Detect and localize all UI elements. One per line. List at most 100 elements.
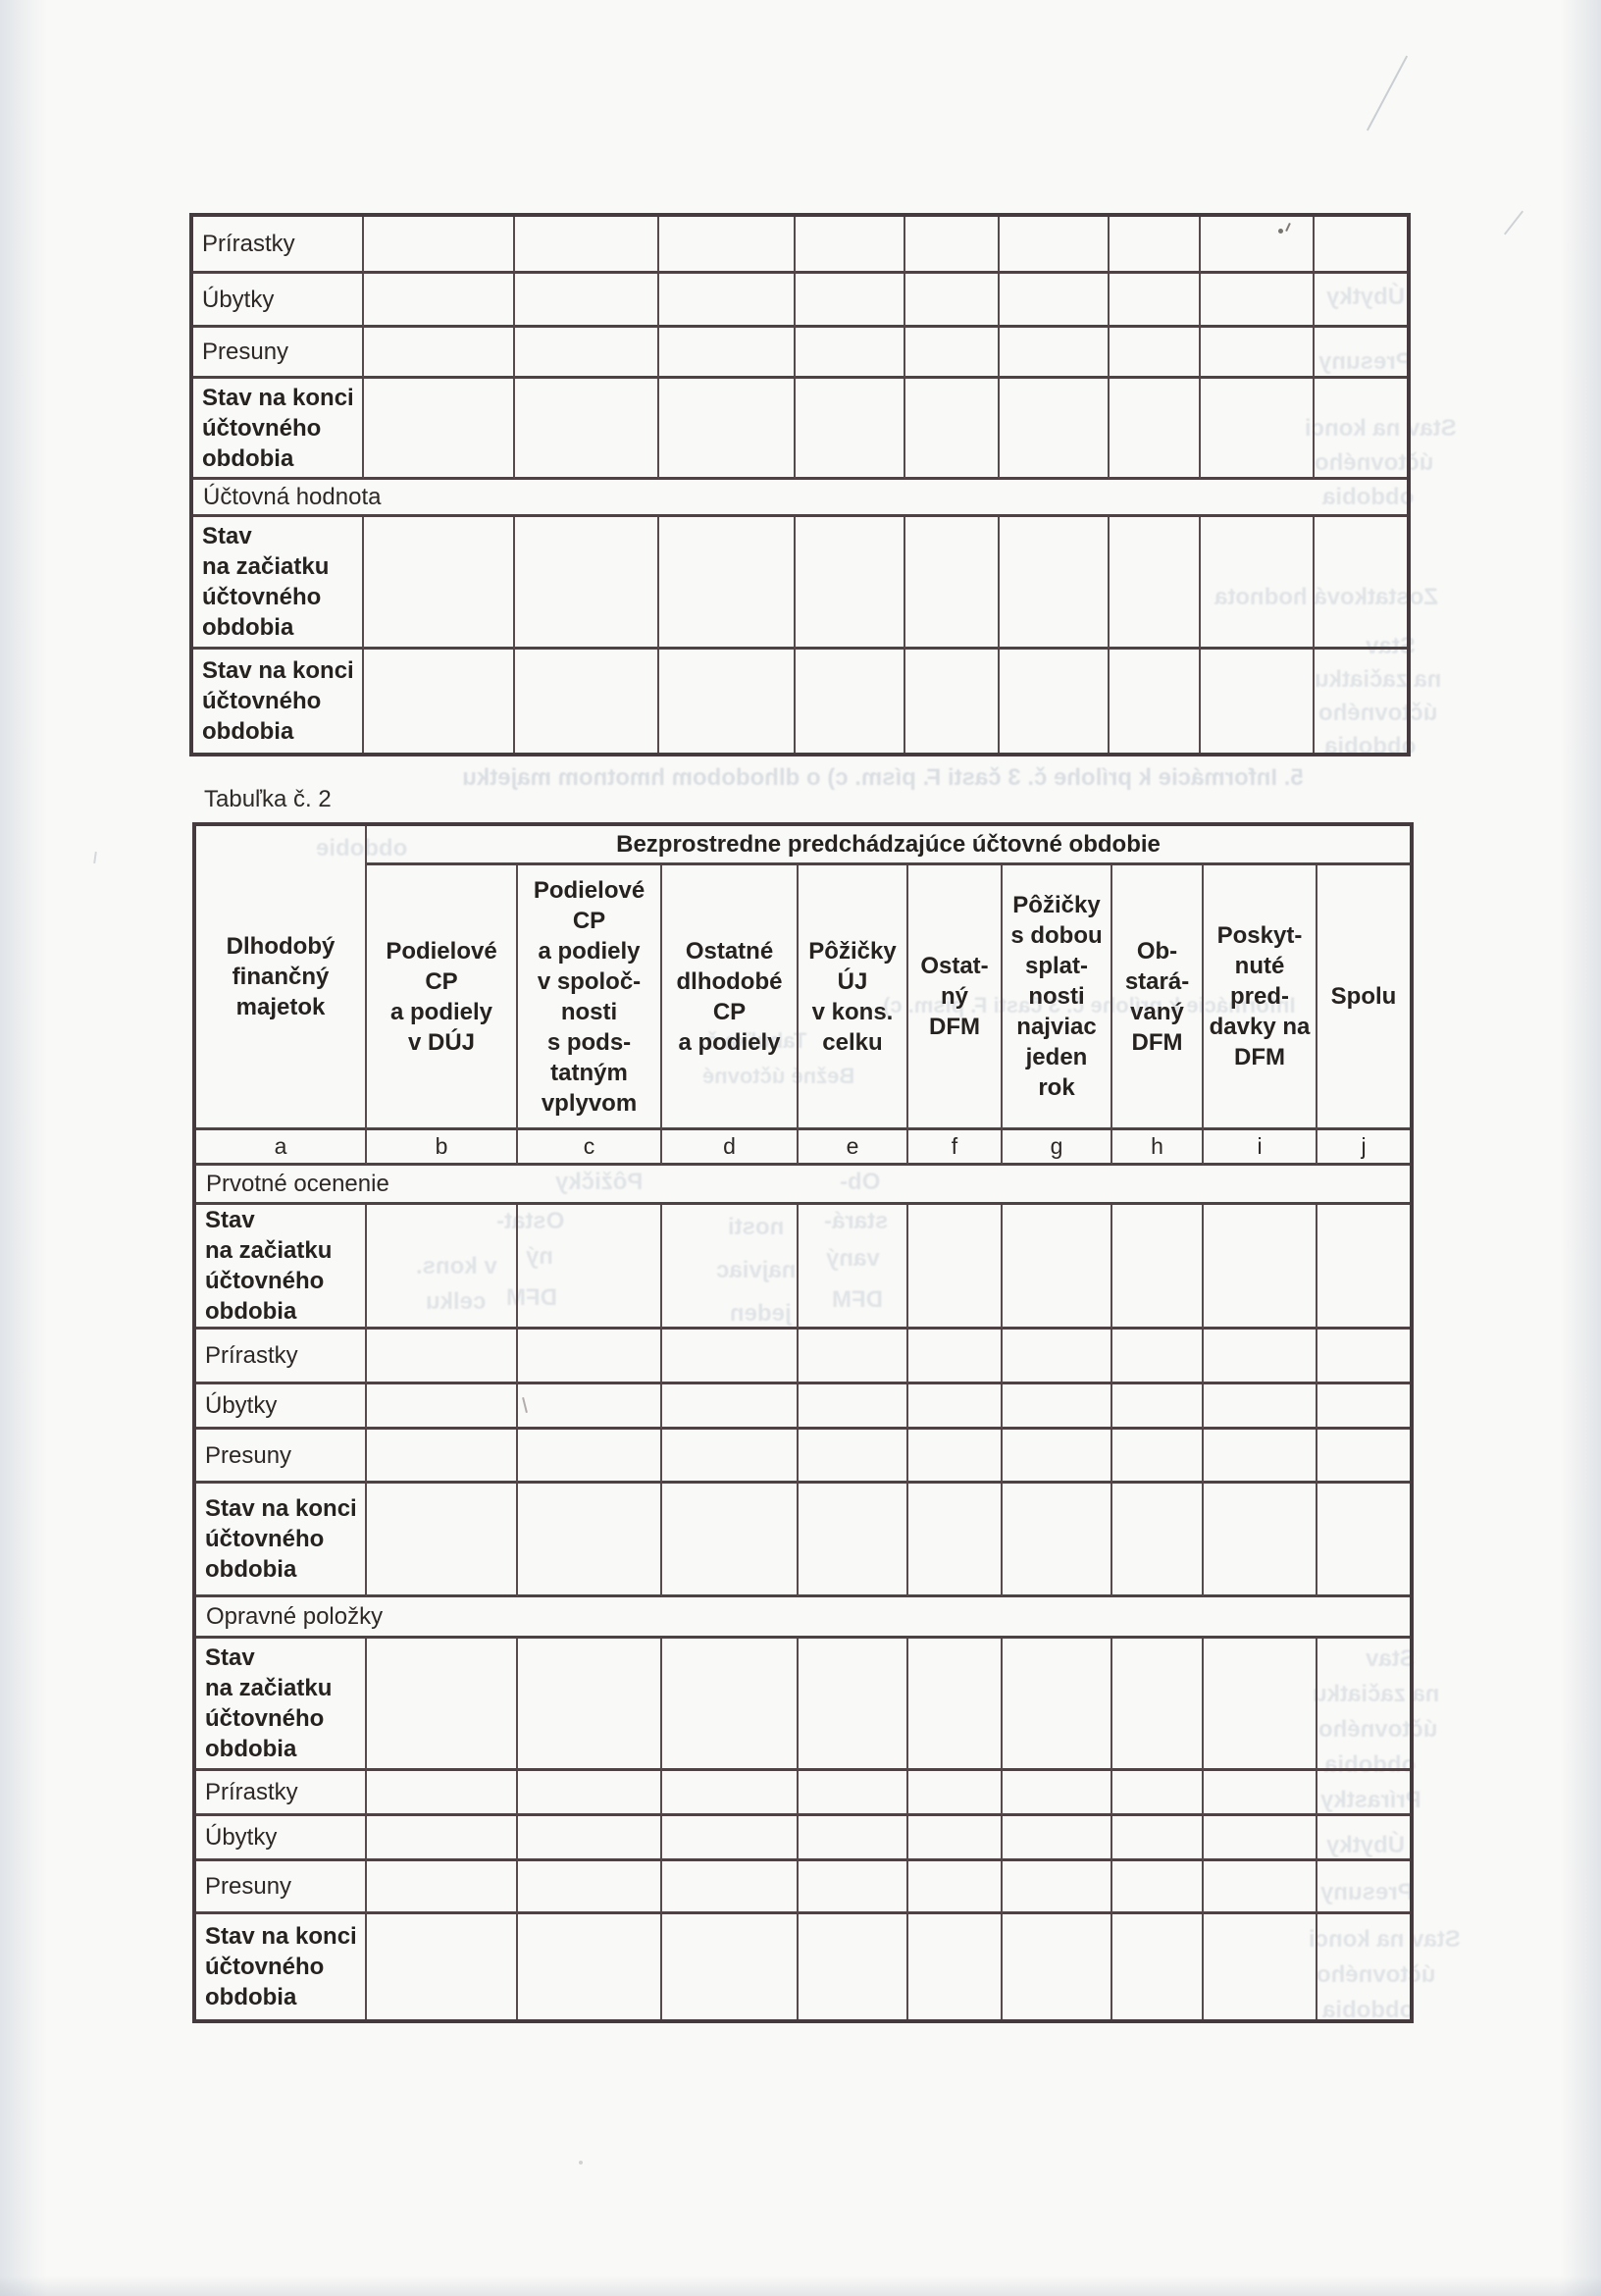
data-cell [799, 1639, 908, 1771]
data-cell [799, 1330, 908, 1384]
row-label-stav-na-zaciatku: Stav na začiatku účtovného obdobia [196, 1639, 367, 1771]
header-period: Bezprostredne predchádzajúce účtovné obd… [367, 826, 1410, 865]
data-cell [1112, 1816, 1204, 1861]
data-cell [364, 328, 515, 379]
data-cell [1110, 274, 1201, 328]
data-cell [799, 1771, 908, 1816]
data-cell [1003, 1330, 1112, 1384]
data-cell [518, 1914, 662, 2019]
data-cell [908, 1816, 1003, 1861]
row-label-stav-na-konci: Stav na konci účtovného obdobia [193, 379, 364, 480]
data-cell [1110, 517, 1201, 650]
table2-caption: Tabuľka č. 2 [204, 786, 332, 812]
data-cell [367, 1484, 518, 1597]
data-cell [1204, 1771, 1317, 1816]
data-cell [1317, 1861, 1410, 1914]
data-cell [662, 1914, 799, 2019]
header-col-g: Pôžičky s dobou splat- nosti najviac jed… [1003, 865, 1112, 1130]
header-col-b: Podielové CP a podiely v DÚJ [367, 865, 518, 1130]
header-col-j: Spolu [1317, 865, 1410, 1130]
scan-speck [1503, 210, 1524, 235]
data-cell [799, 1484, 908, 1597]
data-cell [1003, 1914, 1112, 2019]
data-cell [905, 379, 1000, 480]
data-cell [1201, 379, 1315, 480]
data-cell [1112, 1914, 1204, 2019]
data-cell [796, 650, 905, 753]
data-cell [1204, 1816, 1317, 1861]
data-cell [796, 517, 905, 650]
data-cell [662, 1861, 799, 1914]
data-cell [1003, 1484, 1112, 1597]
data-cell [796, 379, 905, 480]
row-label-stav-na-konci: Stav na konci účtovného obdobia [196, 1484, 367, 1597]
data-cell [518, 1330, 662, 1384]
scan-edge-left [0, 0, 47, 2296]
data-cell [367, 1771, 518, 1816]
row-label-prirastky: Prírastky [196, 1771, 367, 1816]
data-cell [515, 517, 659, 650]
data-cell [659, 328, 796, 379]
data-cell [796, 217, 905, 274]
section-row-opravne-polozky: Opravné položky [196, 1597, 1410, 1639]
column-letter-f: f [908, 1130, 1003, 1166]
data-cell [1201, 274, 1315, 328]
data-cell [662, 1330, 799, 1384]
table-1: Prírastky Úbytky Presuny Stav na konci účto… [189, 213, 1411, 757]
column-letter-j: j [1317, 1130, 1410, 1166]
data-cell [1112, 1639, 1204, 1771]
column-letter-e: e [799, 1130, 908, 1166]
data-cell [367, 1330, 518, 1384]
header-col-h: Ob- stará- vaný DFM [1112, 865, 1204, 1130]
data-cell [662, 1484, 799, 1597]
data-cell [1112, 1430, 1204, 1484]
data-cell [662, 1639, 799, 1771]
data-cell [1003, 1639, 1112, 1771]
data-cell [1003, 1384, 1112, 1430]
data-cell [799, 1205, 908, 1330]
row-label-stav-na-zaciatku: Stav na začiatku účtovného obdobia [196, 1205, 367, 1330]
data-cell [1112, 1205, 1204, 1330]
data-cell [1315, 328, 1407, 379]
data-cell [364, 379, 515, 480]
data-cell [1112, 1384, 1204, 1430]
data-cell [659, 217, 796, 274]
data-cell [367, 1861, 518, 1914]
data-cell [662, 1384, 799, 1430]
data-cell [518, 1771, 662, 1816]
data-cell [1204, 1384, 1317, 1430]
row-label-ubytky: Úbytky [196, 1384, 367, 1430]
row-label-stav-na-konci: Stav na konci účtovného obdobia [196, 1914, 367, 2019]
data-cell [796, 328, 905, 379]
data-cell [367, 1384, 518, 1430]
data-cell [1110, 650, 1201, 753]
data-cell [515, 379, 659, 480]
data-cell [659, 379, 796, 480]
data-cell [908, 1914, 1003, 2019]
data-cell [659, 517, 796, 650]
data-cell [1201, 517, 1315, 650]
scan-edge-bottom [0, 2276, 1601, 2296]
section-row-prvotne-ocenenie: Prvotné ocenenie [196, 1166, 1410, 1205]
data-cell [799, 1816, 908, 1861]
row-label-presuny: Presuny [196, 1430, 367, 1484]
data-cell [1000, 274, 1110, 328]
column-letter-d: d [662, 1130, 799, 1166]
data-cell [518, 1816, 662, 1861]
data-cell [799, 1861, 908, 1914]
column-letter-g: g [1003, 1130, 1112, 1166]
data-cell [1003, 1816, 1112, 1861]
column-letter-b: b [367, 1130, 518, 1166]
row-label-prirastky: Prírastky [193, 217, 364, 274]
row-label-stav-na-zaciatku: Stav na začiatku účtovného obdobia [193, 517, 364, 650]
data-cell [1315, 517, 1407, 650]
data-cell [905, 650, 1000, 753]
data-cell [1315, 274, 1407, 328]
data-cell [1110, 379, 1201, 480]
data-cell [1204, 1484, 1317, 1597]
data-cell [518, 1861, 662, 1914]
data-cell [1000, 217, 1110, 274]
data-cell [1204, 1639, 1317, 1771]
data-cell [515, 217, 659, 274]
